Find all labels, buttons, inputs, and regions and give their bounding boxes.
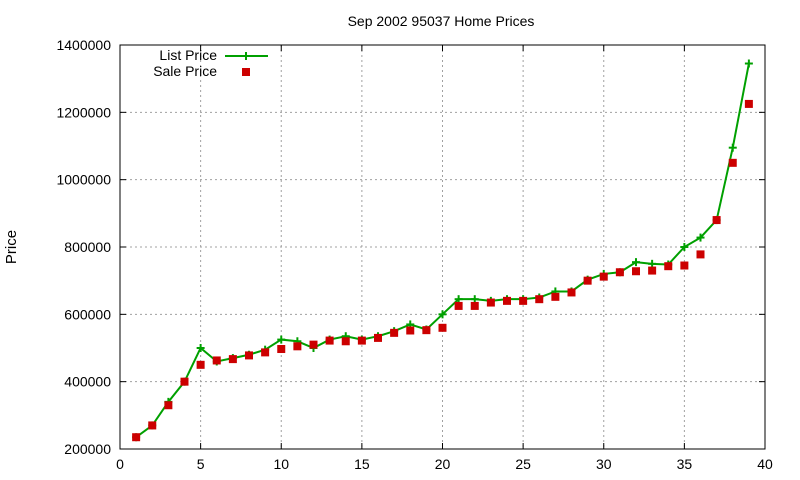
legend-marker-sale-price: [242, 68, 250, 76]
sale-price-point: [422, 326, 431, 335]
y-tick-label: 800000: [64, 239, 111, 255]
y-tick-label: 200000: [64, 441, 111, 457]
list-price-point: [696, 233, 705, 242]
sale-price-point: [406, 326, 415, 335]
sale-price-point: [696, 250, 705, 259]
sale-price-point: [535, 295, 544, 304]
y-tick-label: 1000000: [56, 172, 111, 188]
sale-price-point: [583, 276, 592, 285]
sale-price-point: [261, 348, 270, 357]
legend-label-list-price: List Price: [159, 47, 217, 63]
x-tick-label: 25: [515, 456, 531, 472]
sale-price-point: [164, 401, 173, 410]
sale-price-point: [680, 261, 689, 270]
sale-price-point: [648, 266, 657, 275]
sale-price-point: [390, 328, 399, 337]
sale-price-point: [567, 288, 576, 297]
list-price-point: [744, 59, 753, 68]
sale-price-point: [438, 323, 447, 332]
x-tick-label: 40: [757, 456, 773, 472]
list-price-point: [632, 258, 640, 267]
list-price-point: [277, 335, 286, 344]
y-tick-label: 1200000: [56, 104, 111, 120]
list-price-point: [728, 143, 737, 152]
x-tick-label: 30: [596, 456, 612, 472]
sale-price-point: [374, 333, 382, 342]
sale-price-point: [712, 216, 721, 225]
y-tick-label: 600000: [64, 306, 111, 322]
sale-price-point: [357, 336, 366, 345]
plot-frame: [119, 44, 766, 450]
legend-marker-list-price: [242, 52, 250, 60]
sale-price-point: [180, 377, 189, 386]
sale-price-point: [228, 355, 237, 364]
sale-price-point: [341, 337, 350, 346]
list-price-point: [196, 344, 205, 352]
grid: [120, 45, 765, 449]
y-axis-label: Price: [3, 230, 20, 264]
sale-price-point: [615, 268, 624, 277]
legend-cross-shape: [242, 52, 250, 60]
sale-price-point: [744, 99, 753, 108]
list-price-point: [454, 295, 463, 304]
x-tick-label: 5: [197, 456, 205, 472]
x-tick-label: 10: [273, 456, 289, 472]
list-price-point: [680, 243, 689, 251]
axis-ticks: 0 5 10 15 20 25 30 35 40 200000 400000 600000 800000…: [56, 37, 773, 472]
sale-price-point: [519, 296, 528, 305]
chart-title: Sep 2002 95037 Home Prices: [348, 13, 535, 29]
sale-price-point: [148, 421, 157, 430]
sale-price-point: [325, 336, 334, 345]
sale-price-point: [486, 298, 495, 307]
sale-price-point: [454, 301, 463, 310]
x-tick-label: 15: [354, 456, 370, 472]
x-tick-label: 35: [677, 456, 693, 472]
sale-price-point: [277, 345, 286, 354]
x-tick-label: 20: [435, 456, 451, 472]
sale-price-point: [664, 262, 673, 271]
sale-price-point: [309, 340, 318, 349]
list-price-point: [648, 259, 657, 268]
sale-price-point: [503, 296, 511, 305]
sale-price-point: [599, 272, 608, 281]
series: [132, 59, 753, 442]
y-tick-label: 1400000: [56, 37, 111, 53]
list-price-point: [438, 310, 447, 319]
legend: List Price Sale Price: [153, 47, 268, 79]
sale-price-point: [212, 356, 221, 365]
sale-price-point: [293, 342, 302, 351]
x-tick-label: 0: [116, 456, 124, 472]
list-price-point: [470, 295, 479, 304]
sale-price-point: [245, 351, 253, 360]
sale-price-point: [132, 433, 141, 442]
sale-price-point: [728, 158, 737, 167]
sale-price-point: [551, 292, 560, 301]
sale-price-point: [196, 360, 205, 369]
legend-label-sale-price: Sale Price: [153, 63, 217, 79]
y-tick-label: 400000: [64, 374, 111, 390]
sale-price-point: [470, 301, 479, 310]
sale-price-point: [632, 267, 640, 276]
